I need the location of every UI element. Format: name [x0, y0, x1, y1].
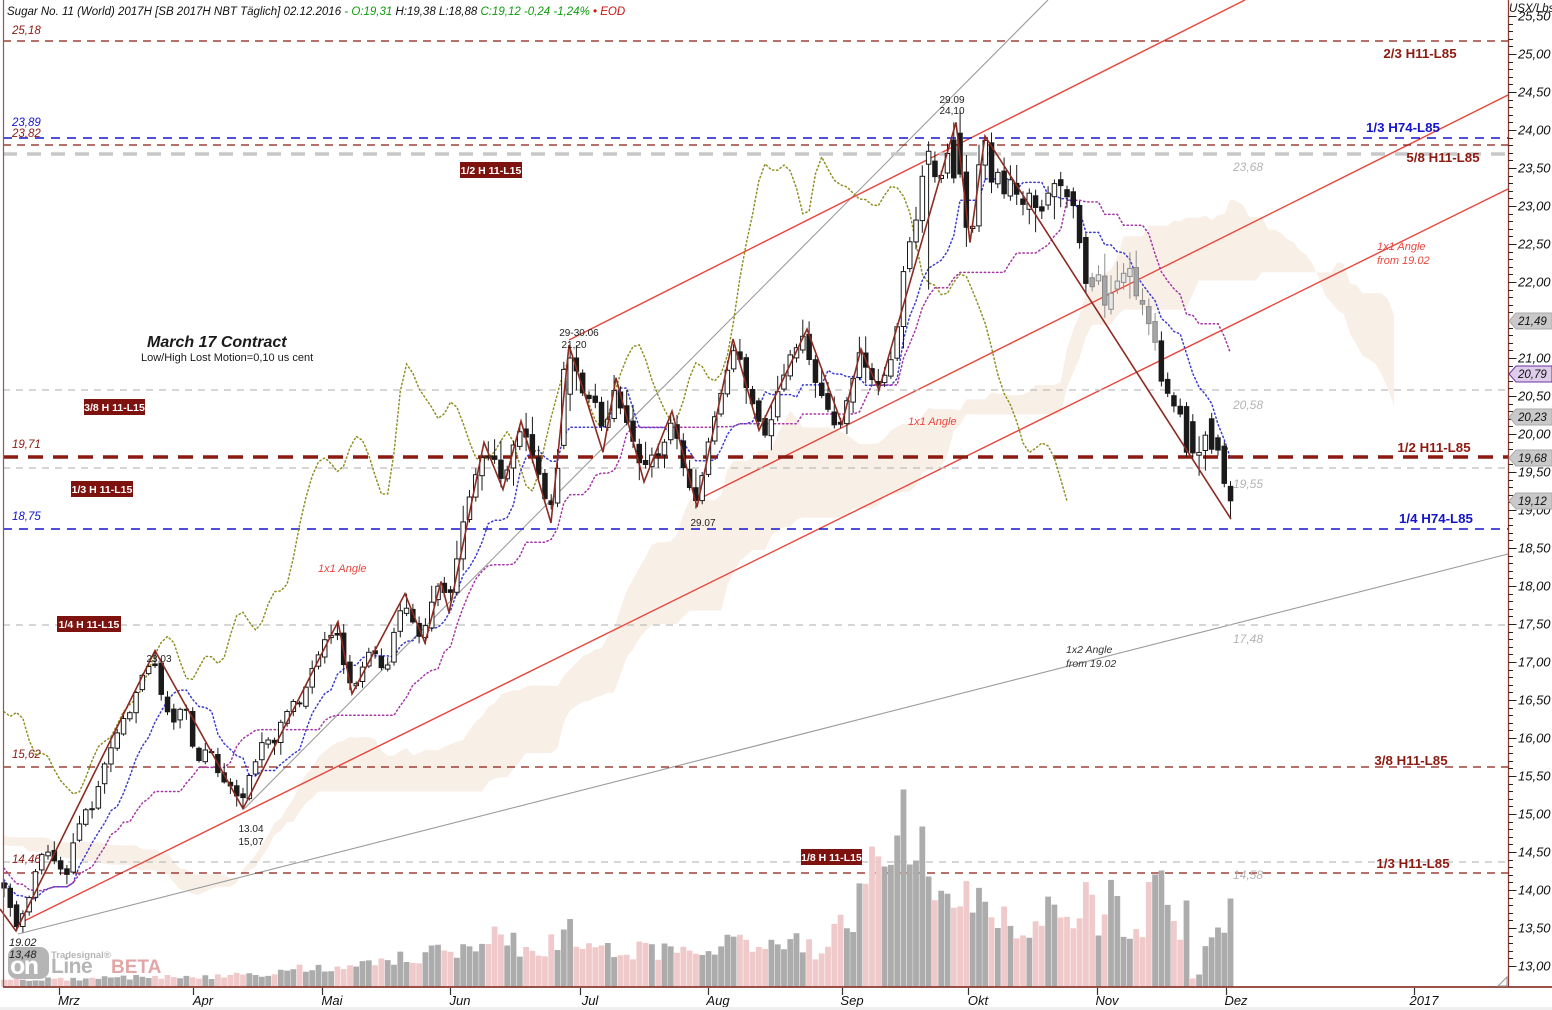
svg-text:23,50: 23,50: [1517, 161, 1551, 176]
svg-text:Apr: Apr: [192, 993, 214, 1008]
svg-text:22,50: 22,50: [1517, 237, 1551, 252]
svg-text:on: on: [10, 952, 38, 980]
svg-text:20,79: 20,79: [1517, 369, 1547, 381]
svg-text:13,48: 13,48: [9, 949, 37, 961]
svg-text:15,62: 15,62: [12, 749, 41, 761]
svg-text:15,00: 15,00: [1518, 807, 1551, 822]
svg-text:Jun: Jun: [449, 993, 471, 1008]
svg-text:25,50: 25,50: [1517, 9, 1551, 24]
svg-text:19,12: 19,12: [1518, 496, 1547, 508]
svg-text:Mrz: Mrz: [58, 993, 80, 1008]
svg-text:20,23: 20,23: [1517, 412, 1547, 424]
svg-text:2/3 H11-L85: 2/3 H11-L85: [1383, 46, 1457, 61]
svg-text:29-30.06: 29-30.06: [559, 328, 599, 339]
svg-text:5/8 H11-L85: 5/8 H11-L85: [1406, 150, 1480, 165]
svg-text:14,00: 14,00: [1518, 883, 1551, 898]
svg-text:3/8 H11-L85: 3/8 H11-L85: [1374, 753, 1448, 768]
svg-text:17,00: 17,00: [1518, 655, 1551, 670]
svg-text:Jul: Jul: [581, 993, 600, 1008]
svg-text:17,50: 17,50: [1518, 617, 1551, 632]
svg-text:Nov: Nov: [1095, 993, 1120, 1008]
svg-text:1x1 Angle: 1x1 Angle: [1377, 241, 1426, 253]
svg-text:19,50: 19,50: [1518, 465, 1551, 480]
svg-text:20,00: 20,00: [1517, 427, 1551, 442]
svg-text:24,10: 24,10: [939, 106, 964, 117]
svg-text:1/8 H 11-L15: 1/8 H 11-L15: [801, 852, 862, 864]
svg-text:25,00: 25,00: [1517, 47, 1551, 62]
svg-text:1x1 Angle: 1x1 Angle: [318, 563, 367, 575]
svg-text:1/3 H11-L85: 1/3 H11-L85: [1376, 856, 1450, 871]
svg-text:23,68: 23,68: [1232, 160, 1263, 174]
svg-text:23,89: 23,89: [11, 117, 41, 129]
svg-text:Line: Line: [51, 955, 92, 978]
svg-text:19.02: 19.02: [9, 937, 37, 949]
svg-text:Sep: Sep: [840, 993, 863, 1008]
svg-text:3/8 H 11-L15: 3/8 H 11-L15: [84, 402, 145, 414]
svg-text:24,00: 24,00: [1517, 123, 1551, 138]
svg-text:1/3 H74-L85: 1/3 H74-L85: [1366, 120, 1441, 135]
svg-text:14,58: 14,58: [1233, 868, 1263, 882]
svg-text:from 19.02: from 19.02: [1066, 658, 1116, 670]
svg-text:17,48: 17,48: [1233, 632, 1263, 646]
svg-text:Low/High Lost Motion=0,10 us c: Low/High Lost Motion=0,10 us cent: [141, 352, 313, 364]
svg-text:1/4 H74-L85: 1/4 H74-L85: [1399, 511, 1474, 526]
svg-text:Dez: Dez: [1224, 993, 1248, 1008]
svg-text:23,82: 23,82: [11, 128, 41, 140]
svg-text:1/3 H 11-L15: 1/3 H 11-L15: [72, 484, 133, 496]
svg-text:15,50: 15,50: [1518, 769, 1551, 784]
svg-text:14,50: 14,50: [1518, 845, 1551, 860]
svg-text:19,68: 19,68: [1518, 453, 1547, 465]
svg-text:19,71: 19,71: [12, 439, 41, 451]
svg-text:23.03: 23.03: [146, 654, 171, 665]
svg-text:2017: 2017: [1409, 993, 1440, 1008]
svg-text:29.09: 29.09: [939, 95, 964, 106]
svg-text:18,75: 18,75: [12, 511, 41, 523]
svg-text:14,46: 14,46: [12, 854, 41, 866]
svg-text:16,50: 16,50: [1518, 693, 1551, 708]
svg-text:21,49: 21,49: [1517, 316, 1547, 328]
svg-text:Mai: Mai: [322, 993, 344, 1008]
svg-text:1/2 H11-L85: 1/2 H11-L85: [1397, 440, 1471, 455]
svg-text:Okt: Okt: [968, 993, 990, 1008]
svg-text:20,58: 20,58: [1232, 398, 1263, 412]
svg-text:Sugar No. 11 (World) 2017H [SB: Sugar No. 11 (World) 2017H [SB 2017H NBT…: [7, 6, 625, 18]
svg-text:23,00: 23,00: [1517, 199, 1551, 214]
svg-text:25,18: 25,18: [11, 25, 41, 37]
svg-text:from 19.02: from 19.02: [1377, 255, 1430, 267]
svg-text:22,00: 22,00: [1517, 275, 1551, 290]
svg-text:Tradesignal®: Tradesignal®: [51, 950, 111, 961]
svg-text:BETA: BETA: [111, 957, 162, 978]
svg-text:USX/Lbs: USX/Lbs: [1509, 3, 1552, 15]
svg-text:29.07: 29.07: [690, 518, 715, 529]
svg-text:21,00: 21,00: [1517, 351, 1551, 366]
svg-text:1/4 H 11-L15: 1/4 H 11-L15: [59, 619, 120, 631]
svg-text:13,00: 13,00: [1518, 959, 1551, 974]
svg-text:13.04: 13.04: [238, 824, 263, 835]
svg-text:18,50: 18,50: [1518, 541, 1551, 556]
svg-text:15,07: 15,07: [238, 837, 263, 848]
svg-text:19,55: 19,55: [1233, 477, 1263, 491]
svg-text:Aug: Aug: [705, 993, 730, 1008]
svg-text:20,50: 20,50: [1517, 389, 1551, 404]
svg-text:March 17 Contract: March 17 Contract: [147, 334, 287, 351]
svg-text:1/2 H 11-L15: 1/2 H 11-L15: [461, 165, 522, 177]
svg-text:18,00: 18,00: [1518, 579, 1551, 594]
svg-text:21,20: 21,20: [561, 340, 586, 351]
svg-text:24,50: 24,50: [1517, 85, 1551, 100]
svg-text:1x1 Angle: 1x1 Angle: [908, 416, 957, 428]
svg-text:13,50: 13,50: [1518, 921, 1551, 936]
svg-text:1x2 Angle: 1x2 Angle: [1066, 644, 1112, 656]
svg-text:16,00: 16,00: [1518, 731, 1551, 746]
